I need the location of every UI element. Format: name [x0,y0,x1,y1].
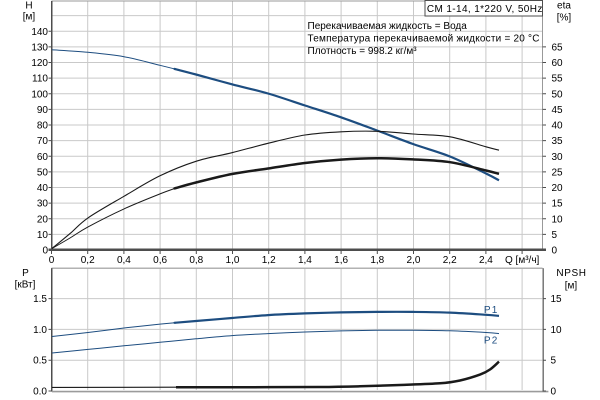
svg-text:2,2: 2,2 [443,255,457,266]
svg-text:1,0: 1,0 [226,255,240,266]
svg-text:30: 30 [37,199,49,210]
svg-text:10: 10 [37,230,49,241]
svg-text:1,2: 1,2 [262,255,276,266]
svg-text:100: 100 [31,89,48,100]
svg-text:[кВт]: [кВт] [15,280,36,291]
svg-text:Перекачиваемая жидкость = Вода: Перекачиваемая жидкость = Вода [308,21,468,32]
svg-text:130: 130 [31,42,48,53]
svg-text:2,0: 2,0 [407,255,421,266]
svg-text:70: 70 [37,136,49,147]
svg-text:35: 35 [552,136,564,147]
svg-text:30: 30 [552,152,564,163]
svg-text:0.0: 0.0 [33,387,47,398]
svg-text:60: 60 [37,152,49,163]
svg-text:50: 50 [552,89,564,100]
svg-text:0: 0 [42,246,48,257]
svg-text:[%]: [%] [557,13,572,24]
svg-text:5: 5 [551,356,557,367]
svg-text:5: 5 [552,230,558,241]
svg-text:0,8: 0,8 [189,255,203,266]
svg-text:2,4: 2,4 [479,255,493,266]
svg-text:80: 80 [37,121,49,132]
svg-text:110: 110 [32,74,48,85]
svg-text:0,2: 0,2 [81,255,95,266]
svg-text:0.5: 0.5 [33,356,47,367]
svg-text:0,6: 0,6 [153,255,167,266]
svg-text:eta: eta [557,1,571,12]
svg-text:65: 65 [552,42,564,53]
svg-text:1.5: 1.5 [33,294,47,305]
svg-text:NPSH: NPSH [556,268,586,279]
svg-text:CM 1-14, 1*220 V, 50Hz: CM 1-14, 1*220 V, 50Hz [427,4,543,15]
svg-text:55: 55 [552,74,564,85]
svg-text:20: 20 [552,183,564,194]
svg-text:40: 40 [552,121,564,132]
svg-text:[м]: [м] [23,12,36,23]
svg-text:25: 25 [552,167,564,178]
svg-text:10: 10 [551,325,563,336]
svg-text:60: 60 [552,58,564,69]
svg-text:Температура перекачиваемой жид: Температура перекачиваемой жидкости = 20… [308,34,540,45]
svg-text:P1: P1 [484,305,499,316]
svg-text:P: P [22,268,29,279]
svg-text:15: 15 [552,199,564,210]
svg-text:P2: P2 [484,336,499,347]
svg-text:1.0: 1.0 [33,325,47,336]
svg-text:0: 0 [49,255,55,266]
svg-text:1,6: 1,6 [334,255,348,266]
svg-text:0,4: 0,4 [117,255,131,266]
svg-text:120: 120 [31,58,48,69]
svg-text:Плотность = 998.2 кг/м³: Плотность = 998.2 кг/м³ [308,46,418,57]
svg-text:1,8: 1,8 [370,255,384,266]
svg-text:0: 0 [551,387,557,398]
svg-text:40: 40 [37,183,49,194]
svg-text:45: 45 [552,105,564,116]
svg-text:15: 15 [551,294,563,305]
svg-text:90: 90 [37,105,49,116]
svg-text:20: 20 [37,214,49,225]
svg-text:H: H [25,1,32,12]
svg-text:[м]: [м] [565,281,578,292]
svg-text:140: 140 [31,27,48,38]
svg-text:0: 0 [552,246,558,257]
svg-text:1,4: 1,4 [298,255,312,266]
svg-text:10: 10 [552,214,564,225]
svg-text:Q [м³/ч]: Q [м³/ч] [505,255,540,266]
svg-text:50: 50 [37,167,49,178]
